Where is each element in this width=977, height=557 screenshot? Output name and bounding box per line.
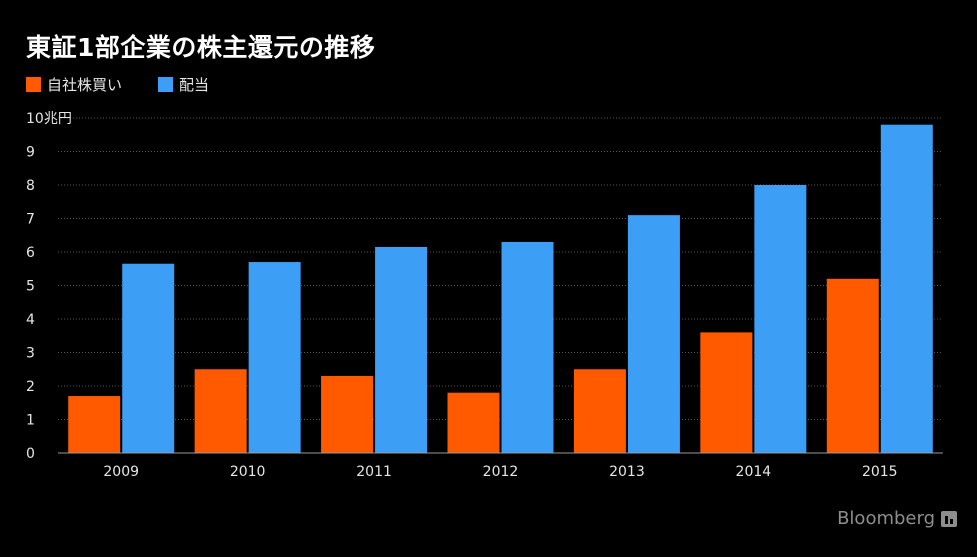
legend-label-dividend: 配当 — [179, 75, 210, 94]
y-tick-label: 2 — [26, 379, 35, 395]
y-tick-label: 1 — [26, 413, 35, 429]
bar-buyback-2010 — [194, 369, 247, 453]
bar-buyback-2011 — [321, 375, 374, 453]
legend-label-buyback: 自社株買い — [47, 75, 123, 94]
bar-buyback-2015 — [826, 278, 879, 453]
chart-title: 東証1部企業の株主還元の推移 — [26, 33, 376, 62]
x-tick-label: 2012 — [483, 464, 519, 480]
bar-dividend-2012 — [501, 241, 554, 453]
bar-dividend-2009 — [122, 263, 175, 453]
legend-item-dividend: 配当 — [158, 74, 209, 95]
y-tick-label: 8 — [26, 178, 35, 194]
y-tick-label: 0 — [26, 446, 35, 462]
y-tick-label: 4 — [26, 312, 35, 328]
brand: Bloomberg — [837, 508, 957, 529]
x-tick-label: 2011 — [356, 464, 392, 480]
legend-item-buyback: 自社株買い — [26, 74, 122, 95]
y-tick-label: 10兆円 — [26, 111, 72, 127]
x-tick-label: 2015 — [862, 464, 898, 480]
x-tick-label: 2009 — [103, 464, 139, 480]
bar-buyback-2012 — [447, 392, 500, 453]
y-tick-label: 7 — [26, 212, 35, 228]
bar-dividend-2013 — [627, 215, 680, 453]
y-tick-label: 5 — [26, 279, 35, 295]
bar-buyback-2009 — [68, 396, 121, 453]
bar-buyback-2013 — [573, 369, 626, 453]
bar-buyback-2014 — [700, 332, 753, 453]
y-tick-label: 6 — [26, 245, 35, 261]
bloomberg-logo-icon — [941, 510, 957, 527]
bar-dividend-2011 — [375, 246, 428, 453]
y-tick-label: 9 — [26, 145, 35, 161]
legend-swatch-buyback — [26, 76, 41, 92]
legend-swatch-dividend — [158, 76, 174, 92]
bar-dividend-2015 — [880, 124, 933, 453]
x-tick-label: 2010 — [230, 464, 266, 480]
bar-dividend-2014 — [754, 185, 807, 453]
legend: 自社株買い 配当 — [26, 74, 245, 94]
x-tick-label: 2014 — [736, 464, 772, 480]
brand-name: Bloomberg — [837, 508, 935, 529]
x-tick-label: 2013 — [609, 464, 645, 480]
bar-dividend-2010 — [248, 262, 301, 453]
y-tick-label: 3 — [26, 346, 35, 362]
